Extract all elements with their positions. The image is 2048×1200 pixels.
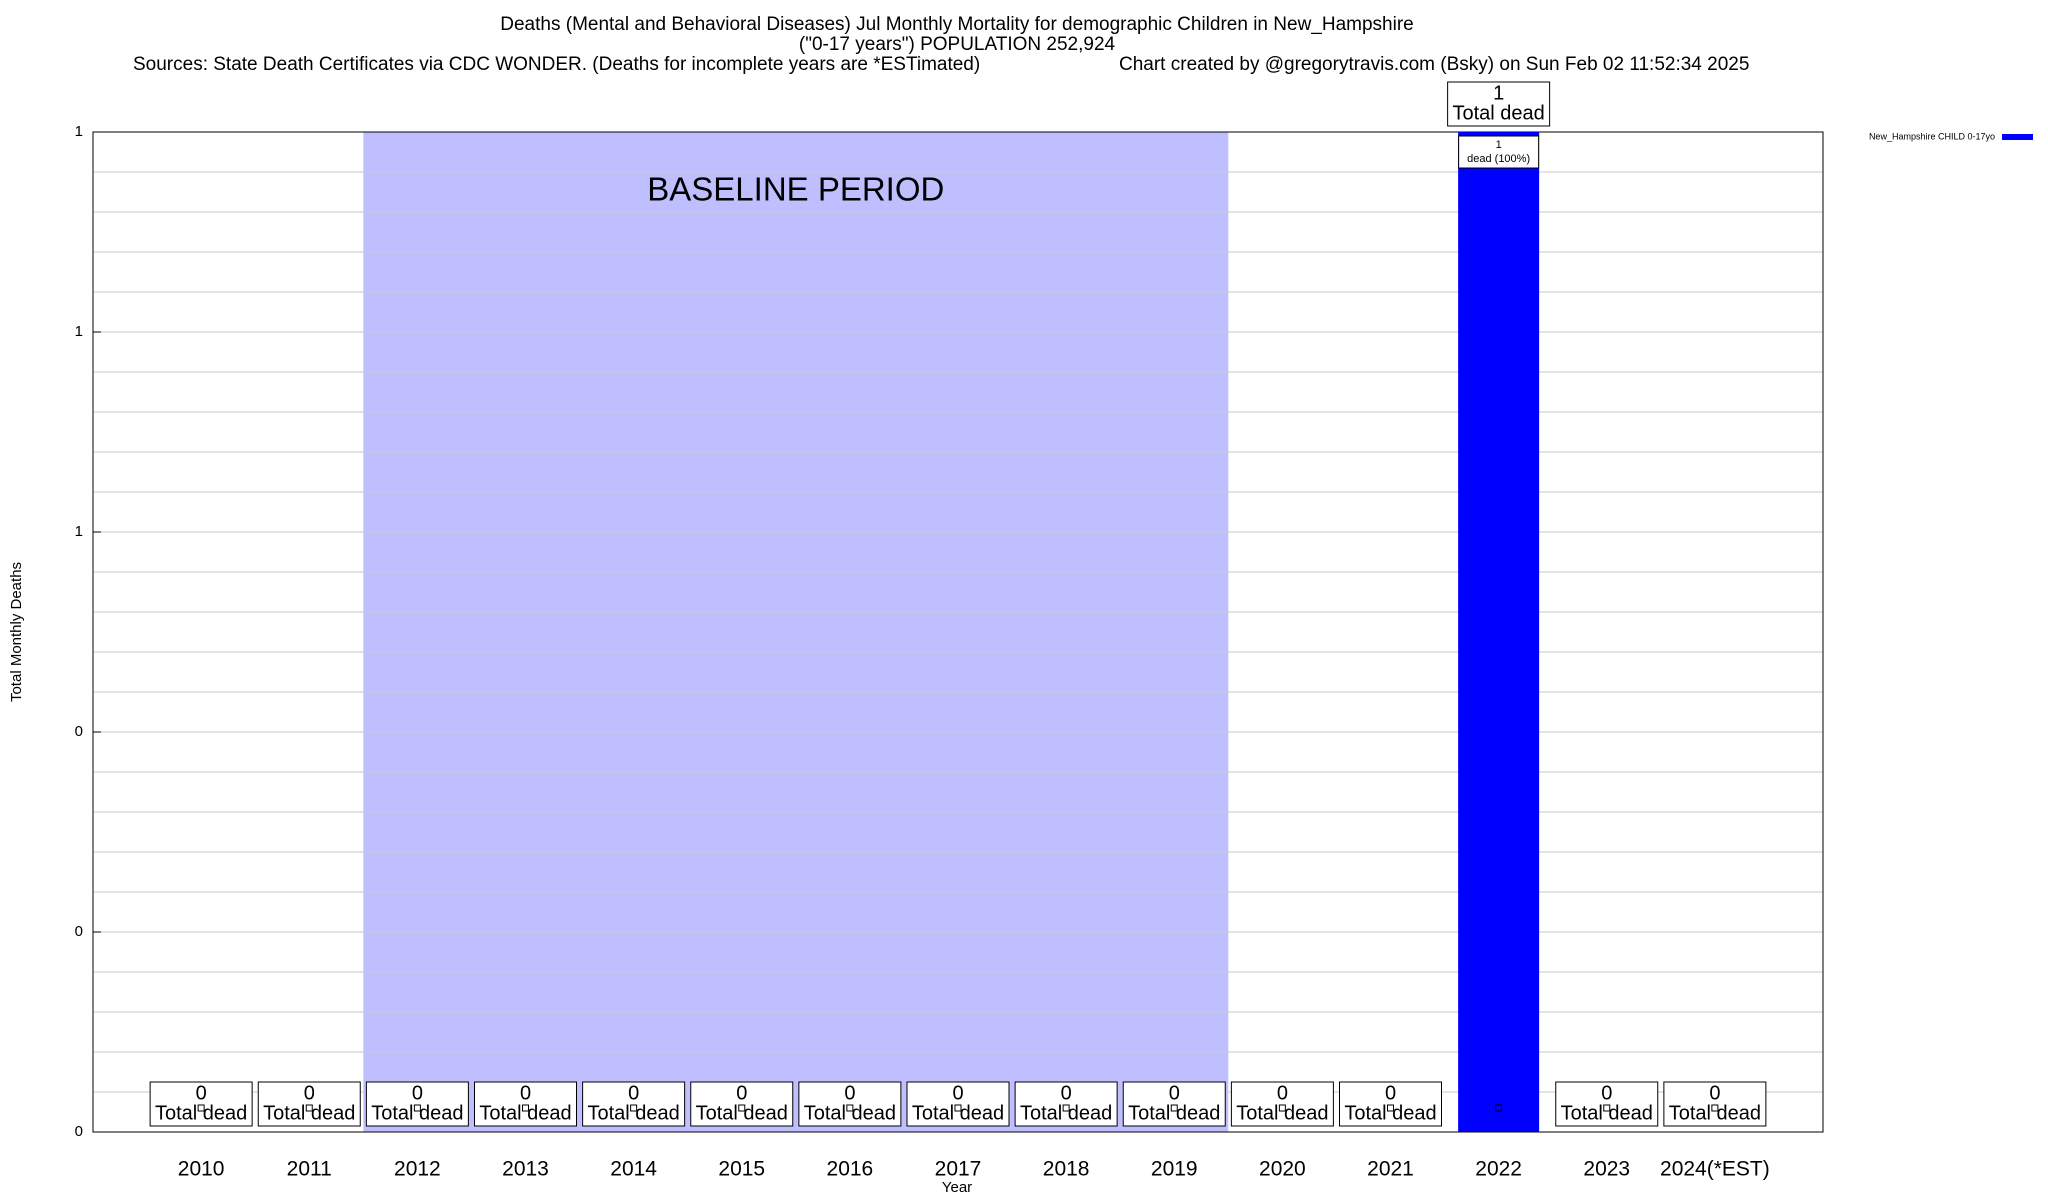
x-tick-label: 2014 — [610, 1158, 657, 1181]
value-label: 0 — [736, 1082, 747, 1104]
value-label-text: Total dead — [804, 1102, 896, 1124]
value-label: 0 — [520, 1082, 531, 1104]
value-label: 0 — [844, 1082, 855, 1104]
x-tick-label: 2010 — [178, 1158, 225, 1181]
value-label-text: Total dead — [1561, 1102, 1653, 1124]
x-tick-label: 2015 — [718, 1158, 765, 1181]
x-tick-label: 2017 — [935, 1158, 982, 1181]
value-label: 0 — [196, 1082, 207, 1104]
value-label-text: Total dead — [1344, 1102, 1436, 1124]
x-tick-mark — [1387, 1104, 1394, 1112]
plot-frame — [92, 131, 1824, 1133]
value-label: 1 — [1493, 82, 1504, 104]
x-tick-label: 2019 — [1151, 1158, 1198, 1181]
value-label-box — [474, 1081, 577, 1127]
x-tick-mark — [630, 1104, 638, 1112]
credit-note: Chart created by @gregorytravis.com (Bsk… — [1119, 54, 1749, 75]
legend-swatch — [2002, 134, 2033, 140]
value-label-text: Total dead — [371, 1102, 463, 1124]
inner-label: dead (100%) — [1467, 153, 1530, 165]
value-label-text: Total dead — [1236, 1102, 1328, 1124]
value-label-text: Total dead — [1128, 1102, 1220, 1124]
value-label-box — [1663, 1081, 1767, 1127]
x-tick-label: 2021 — [1367, 1158, 1414, 1181]
x-tick-mark — [846, 1104, 854, 1112]
x-tick-label: 2011 — [287, 1158, 332, 1181]
value-label-text: Total dead — [1669, 1102, 1761, 1124]
x-tick-mark — [954, 1104, 962, 1112]
value-label-text: Total dead — [479, 1102, 571, 1124]
x-tick-mark — [305, 1104, 313, 1112]
value-label: 0 — [628, 1082, 639, 1104]
value-label: 0 — [1061, 1082, 1072, 1104]
x-axis-label: Year — [942, 1179, 972, 1196]
y-axis-label: Total Monthly Deaths — [8, 562, 25, 702]
value-label-text: Total dead — [1020, 1102, 1112, 1124]
y-tick-label: 1 — [75, 523, 83, 540]
value-label-text: Total dead — [587, 1102, 679, 1124]
value-label-text: Total dead — [696, 1102, 788, 1124]
value-label-box — [1014, 1081, 1118, 1127]
x-tick-mark — [1495, 1104, 1503, 1112]
x-tick-label: 2018 — [1043, 1158, 1090, 1181]
inner-label-value: 1 — [1496, 139, 1502, 151]
x-tick-label: 2016 — [827, 1158, 874, 1181]
baseline-region — [363, 132, 1229, 1132]
baseline-label: BASELINE PERIOD — [647, 171, 944, 208]
x-tick-mark — [1711, 1104, 1719, 1112]
legend-label: New_Hampshire CHILD 0-17yo — [1869, 131, 1995, 141]
chart-title: Deaths (Mental and Behavioral Diseases) … — [500, 14, 1413, 35]
x-tick-mark — [738, 1104, 746, 1112]
x-tick-label: 2024(*EST) — [1660, 1158, 1770, 1181]
value-label: 0 — [1277, 1082, 1288, 1104]
inner-label-box — [1458, 135, 1540, 169]
x-tick-mark — [1278, 1104, 1286, 1112]
value-label-box — [1230, 1081, 1334, 1127]
x-tick-mark — [1603, 1104, 1611, 1112]
value-label-text: Total dead — [263, 1102, 355, 1124]
x-tick-mark — [1170, 1104, 1178, 1112]
value-label-box — [906, 1081, 1010, 1127]
value-label: 0 — [412, 1082, 423, 1104]
value-label: 0 — [952, 1082, 963, 1104]
value-label: 0 — [1709, 1082, 1720, 1104]
x-tick-mark — [1062, 1104, 1070, 1112]
x-tick-label: 2013 — [502, 1158, 549, 1181]
chart-subtitle: ("0-17 years") POPULATION 252,924 — [799, 34, 1116, 55]
x-tick-label: 2022 — [1475, 1158, 1522, 1181]
x-tick-label: 2012 — [394, 1158, 441, 1181]
value-label: 0 — [304, 1082, 315, 1104]
value-label-box — [690, 1081, 794, 1127]
y-tick-label: 0 — [75, 1123, 83, 1140]
x-tick-mark — [413, 1104, 421, 1112]
value-label-box — [1447, 81, 1551, 127]
value-label-text: Total dead — [1452, 102, 1544, 124]
value-label: 0 — [1601, 1082, 1612, 1104]
value-label-box — [798, 1081, 902, 1127]
x-tick-label: 2020 — [1259, 1158, 1306, 1181]
value-label-text: Total dead — [912, 1102, 1004, 1124]
value-label-box — [1339, 1081, 1442, 1127]
x-tick-label: 2023 — [1583, 1158, 1630, 1181]
value-label: 0 — [1385, 1082, 1396, 1104]
x-tick-mark — [197, 1104, 205, 1112]
value-label-box — [1555, 1081, 1659, 1127]
value-label-box — [1122, 1081, 1226, 1127]
value-label-box — [582, 1081, 686, 1127]
x-tick-mark — [522, 1104, 529, 1112]
bar — [1458, 132, 1540, 1132]
y-tick-label: 1 — [75, 123, 83, 140]
source-note: Sources: State Death Certificates via CD… — [133, 54, 980, 75]
y-tick-label: 0 — [75, 723, 83, 740]
y-tick-label: 0 — [75, 923, 83, 940]
y-tick-label: 1 — [75, 323, 83, 340]
value-label-box — [257, 1081, 361, 1127]
value-label: 0 — [1169, 1082, 1180, 1104]
value-label-box — [149, 1081, 253, 1127]
value-label-text: Total dead — [155, 1102, 247, 1124]
value-label-box — [365, 1081, 469, 1127]
